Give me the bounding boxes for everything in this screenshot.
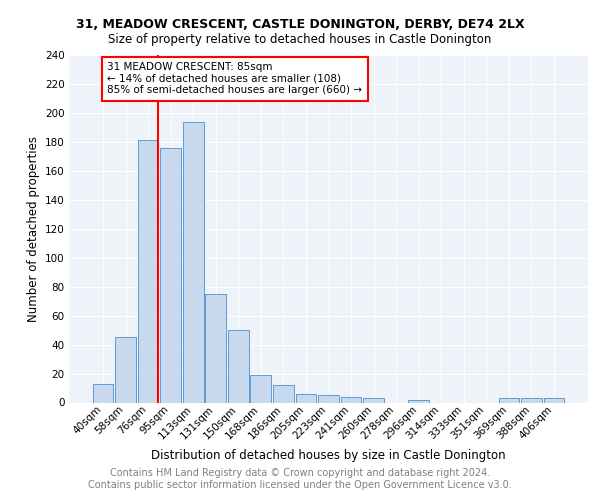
Bar	[544, 398, 565, 402]
Bar	[92, 384, 113, 402]
Bar	[521, 398, 542, 402]
Bar	[499, 398, 520, 402]
Bar	[115, 338, 136, 402]
Bar	[341, 396, 361, 402]
Text: Contains public sector information licensed under the Open Government Licence v3: Contains public sector information licen…	[88, 480, 512, 490]
Text: 31, MEADOW CRESCENT, CASTLE DONINGTON, DERBY, DE74 2LX: 31, MEADOW CRESCENT, CASTLE DONINGTON, D…	[76, 18, 524, 30]
Bar	[250, 375, 271, 402]
Text: 31 MEADOW CRESCENT: 85sqm
← 14% of detached houses are smaller (108)
85% of semi: 31 MEADOW CRESCENT: 85sqm ← 14% of detac…	[107, 62, 362, 96]
Text: Contains HM Land Registry data © Crown copyright and database right 2024.: Contains HM Land Registry data © Crown c…	[110, 468, 490, 477]
Y-axis label: Number of detached properties: Number of detached properties	[26, 136, 40, 322]
Bar	[205, 294, 226, 403]
Bar	[160, 148, 181, 402]
Bar	[273, 385, 294, 402]
Text: Size of property relative to detached houses in Castle Donington: Size of property relative to detached ho…	[109, 32, 491, 46]
X-axis label: Distribution of detached houses by size in Castle Donington: Distribution of detached houses by size …	[151, 449, 506, 462]
Bar	[183, 122, 203, 402]
Bar	[228, 330, 248, 402]
Bar	[409, 400, 429, 402]
Bar	[296, 394, 316, 402]
Bar	[137, 140, 158, 402]
Bar	[318, 396, 339, 402]
Bar	[363, 398, 384, 402]
